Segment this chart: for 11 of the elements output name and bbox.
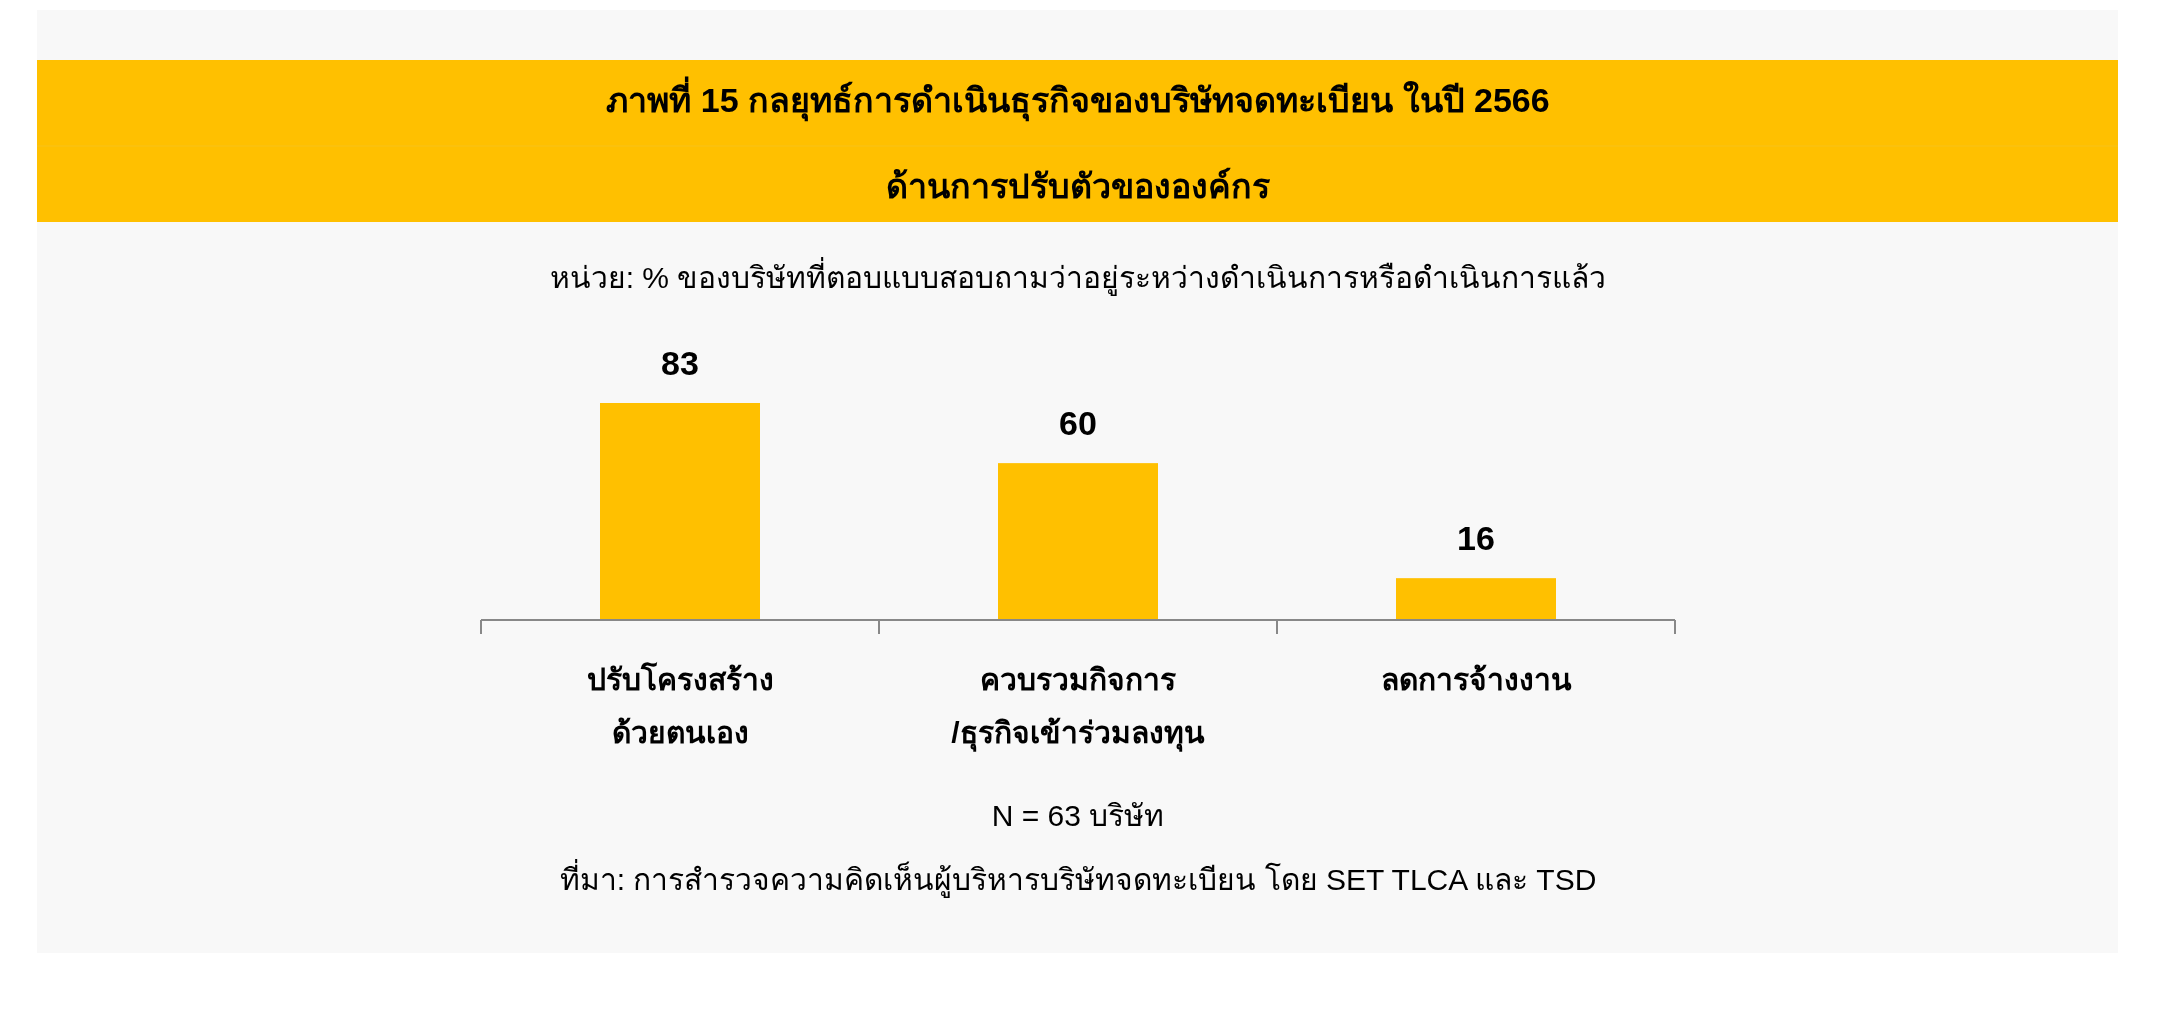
data-label: 83 [661,344,699,382]
text: ที่มา: การสำรวจความคิดเห็นผู้บริหารบริษัทจดทะเบียน โดย SET TLCA และ TSD [559,859,1597,898]
chart-subtitle: ด้านการปรับตัวขององค์กร [886,167,1271,205]
chart-title: ภาพที่ 15 กลยุทธ์การดำเนินธุรกิจของบริษัทจดทะเบียน ในปี 2566 [606,76,1550,122]
text: N = 63 บริษัท [991,799,1165,832]
x-tick-label: ปรับโครงสร้าง ด้วยตนเอง [586,661,774,749]
x-tick-label: ควบรวมกิจการ /ธุรกิจเข้าร่วมลงทุน [951,663,1205,752]
data-label: 60 [1059,404,1097,443]
text: หน่วย: % ของบริษัทที่ตอบแบบสอบถามว่าอยู่ระหว่างดำเนินการหรือดำเนินการแล้ว [549,257,1607,296]
data-label: 16 [1457,519,1495,558]
x-tick-label: ลดการจ้างงาน [1380,663,1572,696]
